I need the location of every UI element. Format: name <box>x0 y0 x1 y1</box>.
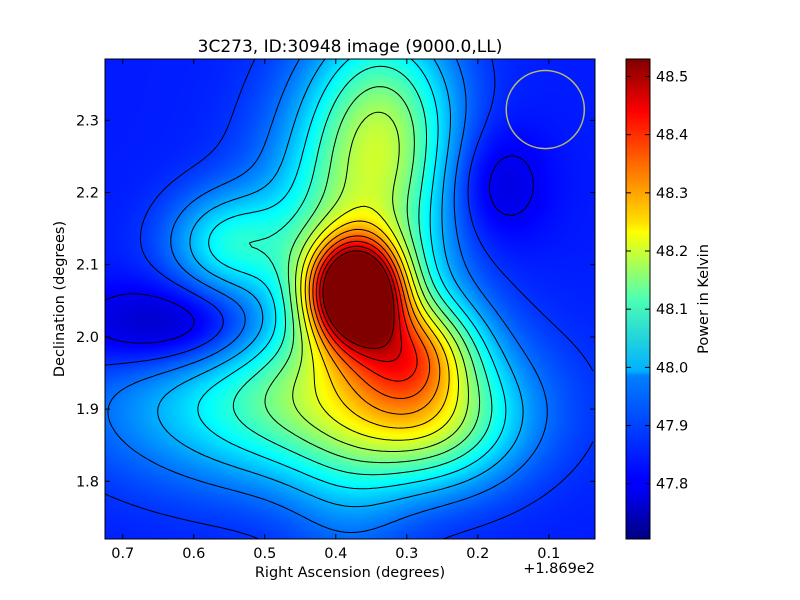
x-axis: 0.7 0.6 0.5 0.4 0.3 0.2 0.1 <box>111 59 560 562</box>
chart-title: 3C273, ID:30948 image (9000.0,LL) <box>198 37 503 57</box>
colorbar-tick-label: 48.4 <box>656 128 688 144</box>
contour-line <box>107 59 548 533</box>
x-tick-label: 0.3 <box>395 546 418 562</box>
colorbar-label: Power in Kelvin <box>696 244 712 354</box>
contour-line <box>157 59 524 508</box>
x-tick-label: 0.5 <box>253 546 276 562</box>
colorbar-ticks: 47.8 47.9 48.0 48.1 48.2 48.3 48.4 48.5 <box>626 69 688 493</box>
colorbar-tick-label: 48.3 <box>656 186 688 202</box>
y-tick-label: 2.1 <box>76 258 99 274</box>
contour-line <box>300 205 459 441</box>
contour-line <box>319 245 402 362</box>
contour-line <box>292 111 469 452</box>
y-tick-label: 1.9 <box>76 402 99 418</box>
y-tick-label: 2.0 <box>76 330 99 346</box>
y-tick-label: 2.3 <box>76 113 99 129</box>
colorbar-tick-label: 48.0 <box>656 360 688 376</box>
contour-line <box>105 59 594 539</box>
colorbar-tick-label: 48.1 <box>656 302 688 318</box>
x-tick-label: 0.4 <box>324 546 347 562</box>
plot-frame <box>104 58 596 540</box>
contour-line <box>232 65 493 476</box>
x-tick-label: 0.1 <box>537 546 560 562</box>
y-tick-label: 1.8 <box>76 474 99 490</box>
contour-line <box>315 240 418 382</box>
colorbar-tick-label: 48.5 <box>656 69 688 85</box>
contour-line <box>308 228 441 415</box>
contour-line <box>304 220 450 429</box>
heatmap-plot-area <box>105 59 595 539</box>
colorbar-tick-label: 47.8 <box>656 477 688 493</box>
x-axis-label: Right Ascension (degrees) <box>255 565 445 581</box>
x-axis-offset-label: +1.869e2 <box>523 561 595 577</box>
contour-line <box>312 235 431 399</box>
contour-lines <box>105 59 594 539</box>
y-tick-label: 2.2 <box>76 186 99 202</box>
contour-line <box>264 86 481 464</box>
colorbar-tick-label: 47.9 <box>656 419 688 435</box>
colorbar-gradient <box>625 58 651 540</box>
contour-line <box>322 250 395 349</box>
x-tick-label: 0.7 <box>111 546 134 562</box>
y-axis: 1.8 1.9 2.0 2.1 2.2 2.3 <box>76 113 595 490</box>
contour-line <box>197 59 507 490</box>
x-tick-label: 0.6 <box>182 546 205 562</box>
x-tick-label: 0.2 <box>466 546 489 562</box>
colorbar: 47.8 47.9 48.0 48.1 48.2 48.3 48.4 48.5 Power i… <box>625 58 712 540</box>
y-axis-label: Declination (degrees) <box>52 221 68 377</box>
colorbar-tick-label: 48.2 <box>656 244 688 260</box>
contour-line <box>105 155 534 344</box>
beam-circle <box>505 69 586 150</box>
